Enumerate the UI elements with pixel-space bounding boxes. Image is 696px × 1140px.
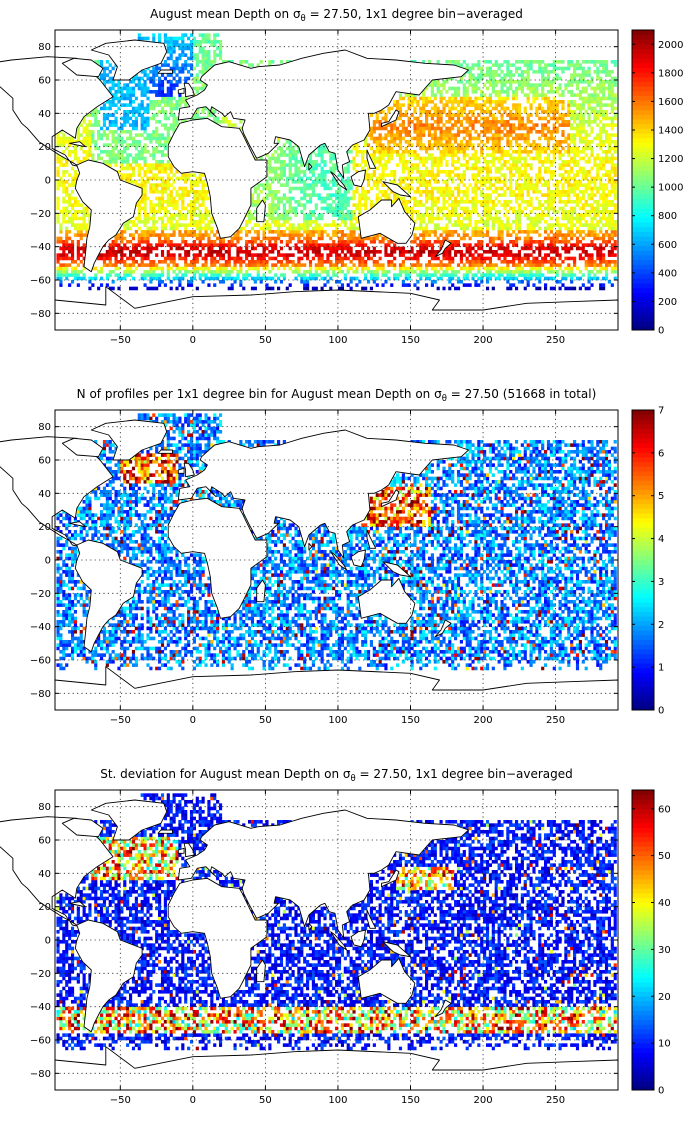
colorbar-tick-label: 2000 (658, 40, 683, 51)
y-tick-label: −80 (30, 309, 51, 320)
x-tick-label: 50 (259, 1095, 272, 1106)
y-tick-label: −40 (30, 622, 51, 633)
x-tick-label: 0 (190, 1095, 196, 1106)
colorbar-tick-label: 3 (658, 577, 664, 588)
x-tick-label: 150 (401, 335, 420, 346)
y-tick-label: −40 (30, 1002, 51, 1013)
colorbar-tick-label: 20 (658, 992, 671, 1003)
x-tick-label: −50 (110, 335, 131, 346)
y-tick-label: 80 (38, 42, 51, 53)
panel-1: August mean Depth on σθ = 27.50, 1x1 deg… (0, 7, 683, 346)
colorbar-tick-label: 1200 (658, 154, 683, 165)
colorbar-tick-label: 4 (658, 534, 664, 545)
x-tick-label: 200 (474, 1095, 493, 1106)
panel-title: N of profiles per 1x1 degree bin for Aug… (77, 387, 597, 404)
colorbar-tick-label: 1400 (658, 126, 683, 137)
x-tick-label: 250 (546, 715, 565, 726)
coastlines (0, 39, 619, 331)
colorbar-tick-label: 0 (658, 326, 664, 337)
y-tick-label: −80 (30, 689, 51, 700)
x-tick-label: 50 (259, 335, 272, 346)
y-tick-label: −80 (30, 1069, 51, 1080)
coastlines (0, 419, 619, 711)
x-tick-label: 150 (401, 715, 420, 726)
x-tick-label: −50 (110, 715, 131, 726)
y-tick-label: −60 (30, 276, 51, 287)
colorbar: 0 1 2 3 4 5 6 7 (631, 406, 664, 717)
y-tick-label: 40 (38, 489, 51, 500)
x-tick-label: 100 (328, 715, 347, 726)
heatmap-cells (56, 793, 617, 1051)
heatmap-cells (56, 413, 617, 671)
x-tick-label: 200 (474, 335, 493, 346)
x-tick-label: 200 (474, 715, 493, 726)
x-tick-label: 150 (401, 1095, 420, 1106)
y-tick-label: 20 (38, 902, 51, 913)
grid-lines (55, 30, 618, 330)
panel-title: St. deviation for August mean Depth on σ… (100, 767, 573, 784)
colorbar-tick-label: 60 (658, 804, 671, 815)
colorbar-tick-label: 200 (658, 297, 677, 308)
y-tick-label: 60 (38, 76, 51, 87)
x-tick-label: 0 (190, 335, 196, 346)
y-tick-label: −60 (30, 1036, 51, 1047)
y-tick-label: 20 (38, 142, 51, 153)
x-tick-label: −50 (110, 1095, 131, 1106)
y-tick-label: 0 (45, 936, 51, 947)
colorbar-tick-label: 40 (658, 898, 671, 909)
colorbar-tick-label: 7 (658, 406, 664, 417)
panel-3: St. deviation for August mean Depth on σ… (0, 767, 671, 1106)
colorbar-tick-label: 0 (658, 1086, 664, 1097)
y-tick-label: 80 (38, 422, 51, 433)
grid-lines (55, 410, 618, 710)
colorbar-tick-label: 800 (658, 211, 677, 222)
coastlines (0, 799, 619, 1091)
heatmap-cells (56, 33, 617, 291)
x-tick-label: 50 (259, 715, 272, 726)
x-tick-label: 100 (328, 335, 347, 346)
y-tick-label: 80 (38, 802, 51, 813)
colorbar-tick-label: 1000 (658, 183, 683, 194)
colorbar-tick-label: 1800 (658, 68, 683, 79)
x-tick-label: 250 (546, 335, 565, 346)
y-tick-label: −40 (30, 242, 51, 253)
panel-title: August mean Depth on σθ = 27.50, 1x1 deg… (150, 7, 523, 24)
y-tick-label: 40 (38, 869, 51, 880)
y-tick-label: 0 (45, 176, 51, 187)
colorbar-tick-label: 50 (658, 851, 671, 862)
colorbar-tick-label: 1 (658, 663, 664, 674)
x-tick-label: 0 (190, 715, 196, 726)
y-tick-label: 20 (38, 522, 51, 533)
y-tick-label: 60 (38, 456, 51, 467)
y-tick-label: −60 (30, 656, 51, 667)
colorbar-tick-label: 600 (658, 240, 677, 251)
colorbar-tick-label: 10 (658, 1039, 671, 1050)
y-tick-label: −20 (30, 589, 51, 600)
y-tick-label: −20 (30, 209, 51, 220)
colorbar-tick-label: 5 (658, 491, 664, 502)
x-tick-label: 250 (546, 1095, 565, 1106)
colorbar-tick-label: 1600 (658, 97, 683, 108)
colorbar-tick-label: 2 (658, 620, 664, 631)
x-tick-label: 100 (328, 1095, 347, 1106)
colorbar: 0 10 20 30 40 50 60 (631, 789, 671, 1097)
y-tick-label: 40 (38, 109, 51, 120)
colorbar-tick-label: 400 (658, 268, 677, 279)
colorbar-tick-label: 6 (658, 448, 664, 459)
panel-2: N of profiles per 1x1 degree bin for Aug… (0, 387, 664, 726)
grid-lines (55, 790, 618, 1090)
y-tick-label: −20 (30, 969, 51, 980)
colorbar-tick-label: 0 (658, 706, 664, 717)
y-tick-label: 0 (45, 556, 51, 567)
colorbar: 0 200 400 600 800 1000 1200 1400 1600 1800 2000 (631, 29, 683, 337)
y-tick-label: 60 (38, 836, 51, 847)
colorbar-tick-label: 30 (658, 945, 671, 956)
